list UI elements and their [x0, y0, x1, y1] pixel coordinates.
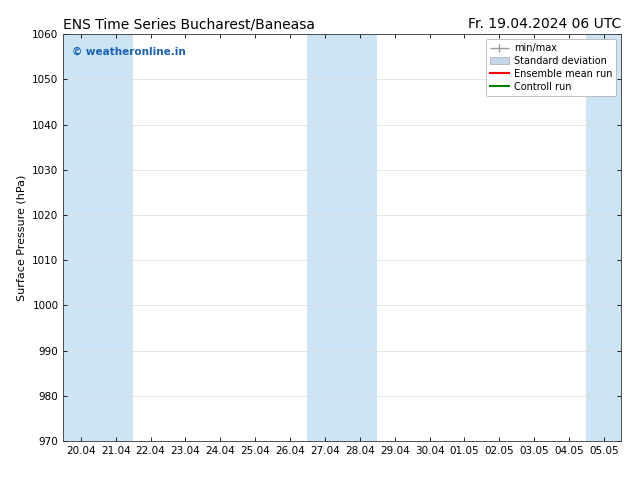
Legend: min/max, Standard deviation, Ensemble mean run, Controll run: min/max, Standard deviation, Ensemble me… — [486, 39, 616, 96]
Text: © weatheronline.in: © weatheronline.in — [72, 47, 186, 56]
Y-axis label: Surface Pressure (hPa): Surface Pressure (hPa) — [16, 174, 27, 301]
Text: ENS Time Series Bucharest/Baneasa: ENS Time Series Bucharest/Baneasa — [63, 17, 315, 31]
Text: Fr. 19.04.2024 06 UTC: Fr. 19.04.2024 06 UTC — [468, 17, 621, 31]
Bar — [342, 34, 377, 441]
Bar — [307, 34, 342, 441]
Bar — [586, 34, 621, 441]
Bar — [63, 34, 98, 441]
Bar — [98, 34, 133, 441]
